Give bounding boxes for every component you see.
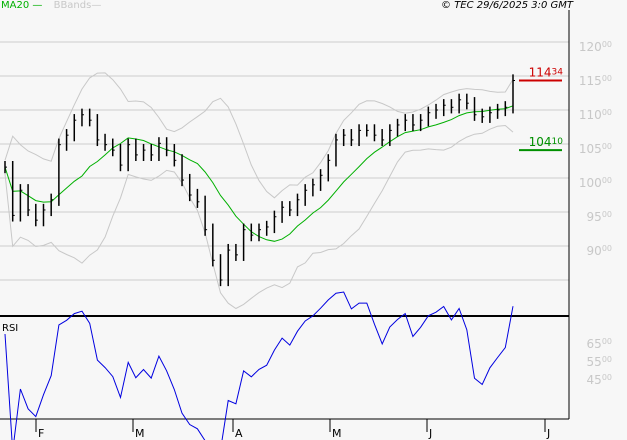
- x-tick-label: J: [546, 427, 550, 440]
- x-tick-label: F: [38, 427, 44, 440]
- y-tick-label: 11000: [579, 108, 612, 122]
- y-tick-label: 9000: [587, 244, 612, 258]
- last-price-label: 11434: [529, 65, 564, 79]
- legend-bbands: BBands: [53, 0, 92, 11]
- rsi-tick-label: 6500: [587, 337, 612, 351]
- legend-ma20: MA20: [1, 0, 30, 11]
- rsi-line: [4, 291, 514, 440]
- rsi-label: RSI: [2, 323, 18, 334]
- ma-swatch: —: [29, 0, 43, 11]
- rsi-tick-label: 5500: [587, 355, 612, 369]
- bband-upper: [4, 72, 514, 199]
- level-price-label: 10410: [529, 135, 564, 149]
- x-tick-label: M: [135, 427, 145, 440]
- y-tick-label: 12000: [579, 40, 612, 54]
- x-tick-label: J: [428, 427, 432, 440]
- ma20-line: [4, 105, 514, 242]
- x-tick-label: M: [332, 427, 342, 440]
- y-tick-label: 9500: [587, 210, 612, 224]
- copyright: © TEC 29/6/2025 3:0 GMT: [441, 0, 573, 11]
- bb-swatch: —: [91, 0, 102, 11]
- legend: MA20 — BBands—: [1, 0, 101, 11]
- y-tick-label: 11500: [579, 74, 612, 88]
- bband-lower: [4, 124, 514, 310]
- y-tick-label: 10500: [579, 142, 612, 156]
- y-tick-label: 10000: [579, 176, 612, 190]
- x-tick-label: A: [235, 427, 243, 440]
- rsi-tick-label: 4500: [587, 373, 612, 387]
